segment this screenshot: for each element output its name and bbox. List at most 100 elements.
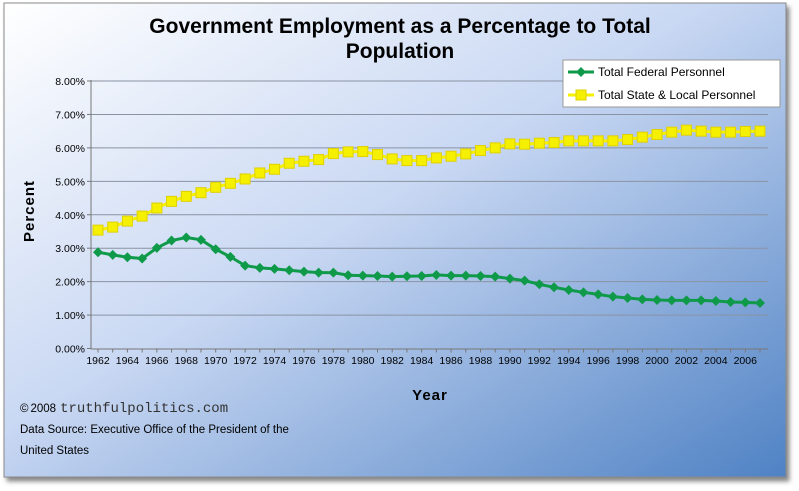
data-point-square	[298, 155, 310, 167]
y-tick-label: 2.00%	[55, 277, 85, 289]
legend-diamond-marker	[576, 67, 586, 77]
data-point-square	[372, 149, 384, 161]
data-point-diamond	[107, 249, 118, 260]
x-tick-label: 1990	[498, 355, 522, 367]
y-tick-label: 5.00%	[55, 176, 85, 188]
y-axis-ticks: 0.00% 1.00% 2.00% 3.00% 4.00% 5.00% 6.00% 7.00%…	[55, 76, 91, 356]
data-point-diamond	[740, 297, 751, 308]
legend-state-local: Total State & Local Personnel	[598, 88, 755, 102]
data-source-line2: United States	[20, 445, 89, 457]
data-point-diamond	[298, 266, 309, 277]
data-point-diamond	[519, 275, 530, 286]
data-point-diamond	[313, 267, 324, 278]
data-point-diamond	[195, 234, 206, 245]
series-state-local	[92, 124, 766, 236]
gridlines	[91, 80, 768, 316]
data-point-diamond	[563, 284, 574, 295]
x-tick-label: 1994	[557, 355, 581, 367]
data-point-diamond	[269, 263, 280, 274]
data-point-diamond	[593, 289, 604, 300]
y-tick-label: 6.00%	[55, 143, 85, 155]
data-point-square	[445, 150, 457, 162]
data-point-square	[327, 148, 339, 160]
x-tick-label: 1974	[263, 355, 287, 367]
data-point-square	[622, 134, 634, 146]
chart-title-line2: Population	[346, 40, 455, 63]
data-point-square	[313, 154, 325, 166]
y-tick-label: 4.00%	[55, 210, 85, 222]
data-point-diamond	[401, 271, 412, 282]
x-tick-label: 1966	[145, 355, 169, 367]
data-point-diamond	[755, 298, 765, 309]
data-point-diamond	[416, 270, 427, 281]
data-point-diamond	[387, 271, 398, 282]
data-point-square	[533, 137, 545, 149]
data-point-square	[180, 190, 192, 202]
data-point-diamond	[681, 295, 692, 306]
data-point-diamond	[254, 262, 265, 273]
data-point-square	[548, 137, 560, 149]
data-point-square	[460, 148, 472, 160]
data-point-square	[651, 129, 663, 140]
y-tick-label: 3.00%	[55, 243, 85, 255]
data-point-diamond	[607, 291, 618, 302]
data-point-diamond	[372, 270, 383, 281]
data-point-diamond	[122, 252, 133, 263]
data-point-square	[416, 155, 428, 167]
data-point-diamond	[343, 270, 354, 281]
data-point-diamond	[225, 251, 236, 262]
data-point-square	[666, 126, 678, 138]
y-tick-label: 1.00%	[55, 310, 85, 322]
data-point-diamond	[504, 273, 515, 284]
x-tick-label: 1980	[351, 355, 375, 367]
data-point-square	[680, 124, 692, 136]
x-tick-label: 1972	[233, 355, 257, 367]
data-point-square	[577, 135, 589, 147]
x-axis-ticks: 1962 1964 1966 1968 1970 1972 1974 1976 1978 1980…	[86, 348, 761, 367]
data-point-diamond	[240, 260, 251, 271]
data-point-diamond	[210, 244, 221, 255]
copyright-symbol: ©	[20, 403, 29, 415]
data-point-square	[121, 215, 133, 227]
x-tick-label: 1968	[175, 355, 199, 367]
data-point-square	[710, 126, 722, 138]
data-point-square	[519, 138, 531, 150]
data-point-diamond	[696, 295, 707, 306]
data-point-diamond	[490, 271, 501, 282]
data-point-square	[107, 221, 119, 233]
data-point-square	[254, 167, 266, 179]
data-point-diamond	[357, 270, 368, 281]
data-point-diamond	[475, 270, 486, 281]
data-point-diamond	[652, 295, 663, 306]
data-point-diamond	[637, 294, 648, 305]
copyright-year: 2008	[30, 403, 56, 415]
data-point-diamond	[549, 282, 560, 293]
data-point-diamond	[666, 295, 677, 306]
legend: Total Federal Personnel Total State & Lo…	[562, 59, 781, 108]
copyright-site: truthfulpolitics.com	[60, 401, 228, 417]
data-point-square	[401, 155, 413, 167]
data-point-square	[739, 125, 751, 137]
copyright-notice: © 2008 truthfulpolitics.com	[20, 401, 228, 417]
series-line	[97, 235, 761, 305]
data-point-square	[563, 135, 575, 147]
data-point-diamond	[166, 235, 177, 246]
data-point-square	[269, 163, 281, 175]
y-tick-label: 0.00%	[55, 344, 85, 356]
data-point-square	[725, 126, 737, 138]
x-tick-label: 1970	[204, 355, 228, 367]
x-tick-label: 1982	[381, 355, 405, 367]
x-tick-label: 1996	[586, 355, 610, 367]
x-tick-label: 1992	[528, 355, 552, 367]
data-point-square	[607, 135, 619, 147]
x-tick-label: 1978	[322, 355, 346, 367]
x-tick-label: 1998	[616, 355, 640, 367]
data-point-square	[239, 173, 251, 185]
data-point-diamond	[710, 296, 721, 307]
data-point-square	[636, 131, 648, 143]
x-tick-label: 2002	[675, 355, 699, 367]
data-point-square	[430, 152, 442, 164]
data-point-square	[283, 157, 295, 169]
legend-federal: Total Federal Personnel	[598, 65, 725, 79]
